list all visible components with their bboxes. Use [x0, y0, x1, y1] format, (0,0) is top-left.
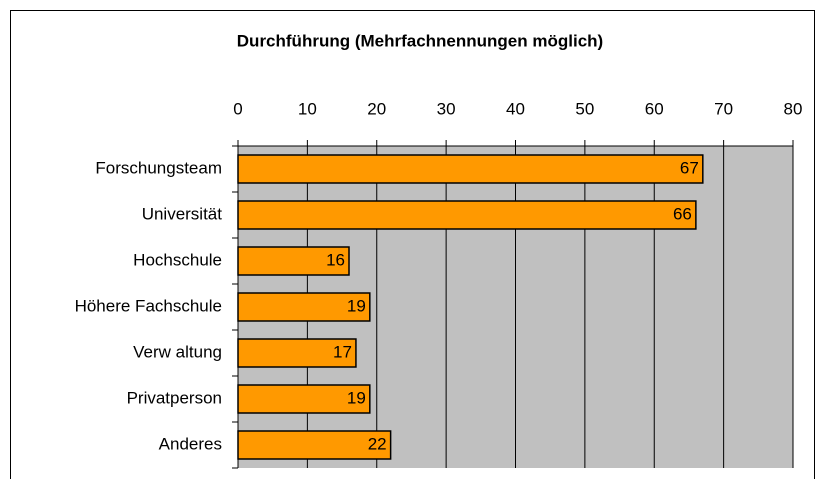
- x-tick-label: 20: [367, 99, 386, 118]
- bar: [237, 338, 357, 368]
- value-label: 67: [680, 158, 699, 177]
- x-tick-label: 60: [645, 99, 664, 118]
- value-label: 16: [326, 250, 345, 269]
- y-tick-label: Verw altung: [133, 342, 222, 361]
- x-tick-label: 70: [714, 99, 733, 118]
- bar: [237, 384, 371, 414]
- y-tick-label: Höhere Fachschule: [75, 296, 222, 315]
- value-label: 19: [347, 388, 366, 407]
- bar: [237, 430, 392, 460]
- y-tick-label: Universität: [142, 204, 223, 223]
- x-tick-label: 30: [437, 99, 456, 118]
- bar: [237, 154, 704, 184]
- value-label: 17: [333, 342, 352, 361]
- x-tick-label: 80: [784, 99, 803, 118]
- bar: [237, 200, 697, 230]
- x-tick-label: 0: [233, 99, 242, 118]
- value-label: 22: [368, 434, 387, 453]
- y-tick-label: Hochschule: [133, 250, 222, 269]
- value-label: 66: [673, 204, 692, 223]
- bar: [237, 292, 371, 322]
- y-tick-label: Forschungsteam: [95, 158, 222, 177]
- y-tick-label: Privatperson: [127, 388, 222, 407]
- x-tick-label: 40: [506, 99, 525, 118]
- x-tick-label: 50: [575, 99, 594, 118]
- y-tick-label: Anderes: [159, 434, 222, 453]
- x-tick-label: 10: [298, 99, 317, 118]
- chart-title: Durchführung (Mehrfachnennungen möglich): [237, 31, 603, 50]
- bar: [237, 246, 350, 276]
- value-label: 19: [347, 296, 366, 315]
